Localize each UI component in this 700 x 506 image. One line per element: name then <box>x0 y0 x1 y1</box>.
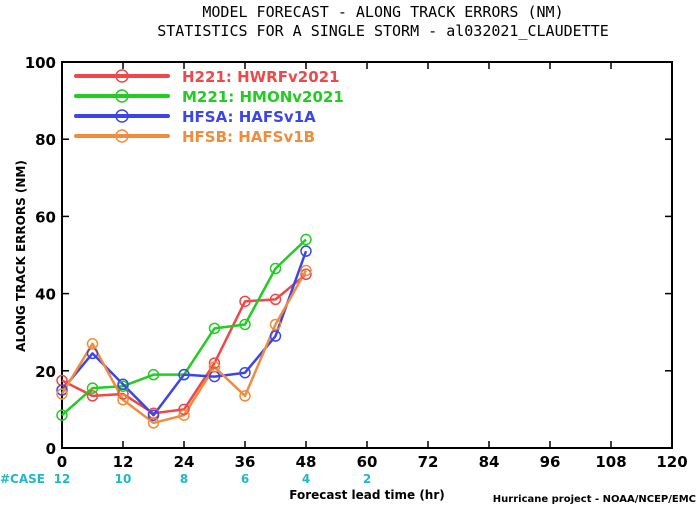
data-point <box>300 233 312 246</box>
data-point <box>147 409 160 421</box>
legend-marker-0 <box>115 69 129 83</box>
x-tick-label: 36 <box>235 453 256 471</box>
data-point <box>147 368 160 381</box>
data-point <box>86 390 99 402</box>
data-point <box>178 409 190 421</box>
x-tick-label: 96 <box>540 453 561 471</box>
data-point <box>178 403 190 416</box>
legend-marker-3 <box>115 129 129 143</box>
case-count: 8 <box>180 472 188 486</box>
data-point <box>117 394 129 406</box>
data-point <box>269 262 282 275</box>
data-point <box>56 384 68 396</box>
y-tick-label: 80 <box>35 131 56 149</box>
data-point <box>208 357 221 369</box>
data-point <box>86 338 99 350</box>
data-point <box>239 318 251 331</box>
series-line-0 <box>61 273 307 415</box>
data-point <box>239 366 251 379</box>
legend-label-3: HFSB: HAFSv1B <box>182 128 315 146</box>
x-tick-label: 60 <box>357 453 378 471</box>
data-point <box>239 390 251 402</box>
x-tick-label: 24 <box>174 453 195 471</box>
x-tick-label: 12 <box>113 453 134 471</box>
data-point <box>239 295 251 308</box>
axes: 0 12 24 36 48 60 72 84 96 108 120 0 20 40 60 80 100 <box>25 54 688 471</box>
series-lines <box>60 238 308 425</box>
y-tick-label: 40 <box>35 286 56 304</box>
x-axis-label: Forecast lead time (hr) <box>289 488 445 502</box>
case-count-label: #CASE <box>0 472 45 486</box>
plot-frame <box>61 61 673 449</box>
y-tick-label: 60 <box>35 208 56 226</box>
data-point <box>117 378 129 391</box>
y-axis-label: ALONG TRACK ERRORS (NM) <box>14 160 28 352</box>
series-line-3 <box>60 269 308 425</box>
x-tick-label: 120 <box>656 453 687 471</box>
case-count: 4 <box>302 472 310 486</box>
x-tick-label: 108 <box>595 453 626 471</box>
credit-text: Hurricane project - NOAA/NCEP/EMC <box>493 494 696 505</box>
data-point <box>178 368 190 381</box>
legend-label-2: HFSA: HAFSv1A <box>182 108 316 126</box>
data-point <box>147 417 160 429</box>
data-point <box>269 318 282 331</box>
x-tick-label: 0 <box>57 453 67 471</box>
data-point <box>300 268 312 281</box>
case-count: 6 <box>241 472 249 486</box>
case-count: 10 <box>115 472 132 486</box>
series-markers <box>56 233 312 429</box>
x-tick-label: 72 <box>418 453 439 471</box>
x-tick-label: 84 <box>479 453 500 471</box>
data-point <box>208 361 221 373</box>
case-count: 12 <box>54 472 71 486</box>
data-point <box>208 322 221 335</box>
chart-title: MODEL FORECAST - ALONG TRACK ERRORS (NM) <box>202 3 563 21</box>
data-point <box>269 293 282 306</box>
chart-subtitle: STATISTICS FOR A SINGLE STORM - al032021… <box>157 22 609 40</box>
data-point <box>300 264 312 277</box>
legend-marker-2 <box>115 109 129 123</box>
case-count: 2 <box>363 472 371 486</box>
series-line-2 <box>61 250 308 417</box>
data-point <box>300 245 312 257</box>
data-point <box>86 382 99 394</box>
legend: H221: HWRFv2021 M221: HMONv2021 HFSA: HAFS… <box>74 68 344 146</box>
y-tick-label: 20 <box>35 363 56 381</box>
case-counts: #CASE 12 10 8 6 4 2 <box>0 472 371 486</box>
y-tick-label: 0 <box>46 440 56 458</box>
data-point <box>269 330 282 342</box>
data-point <box>56 388 68 400</box>
legend-label-0: H221: HWRFv2021 <box>182 68 340 86</box>
legend-label-1: M221: HMONv2021 <box>182 88 344 106</box>
x-tick-label: 48 <box>296 453 317 471</box>
legend-marker-1 <box>115 89 129 103</box>
y-tick-label: 100 <box>25 54 56 72</box>
data-point <box>56 409 68 421</box>
series-line-1 <box>61 238 307 417</box>
